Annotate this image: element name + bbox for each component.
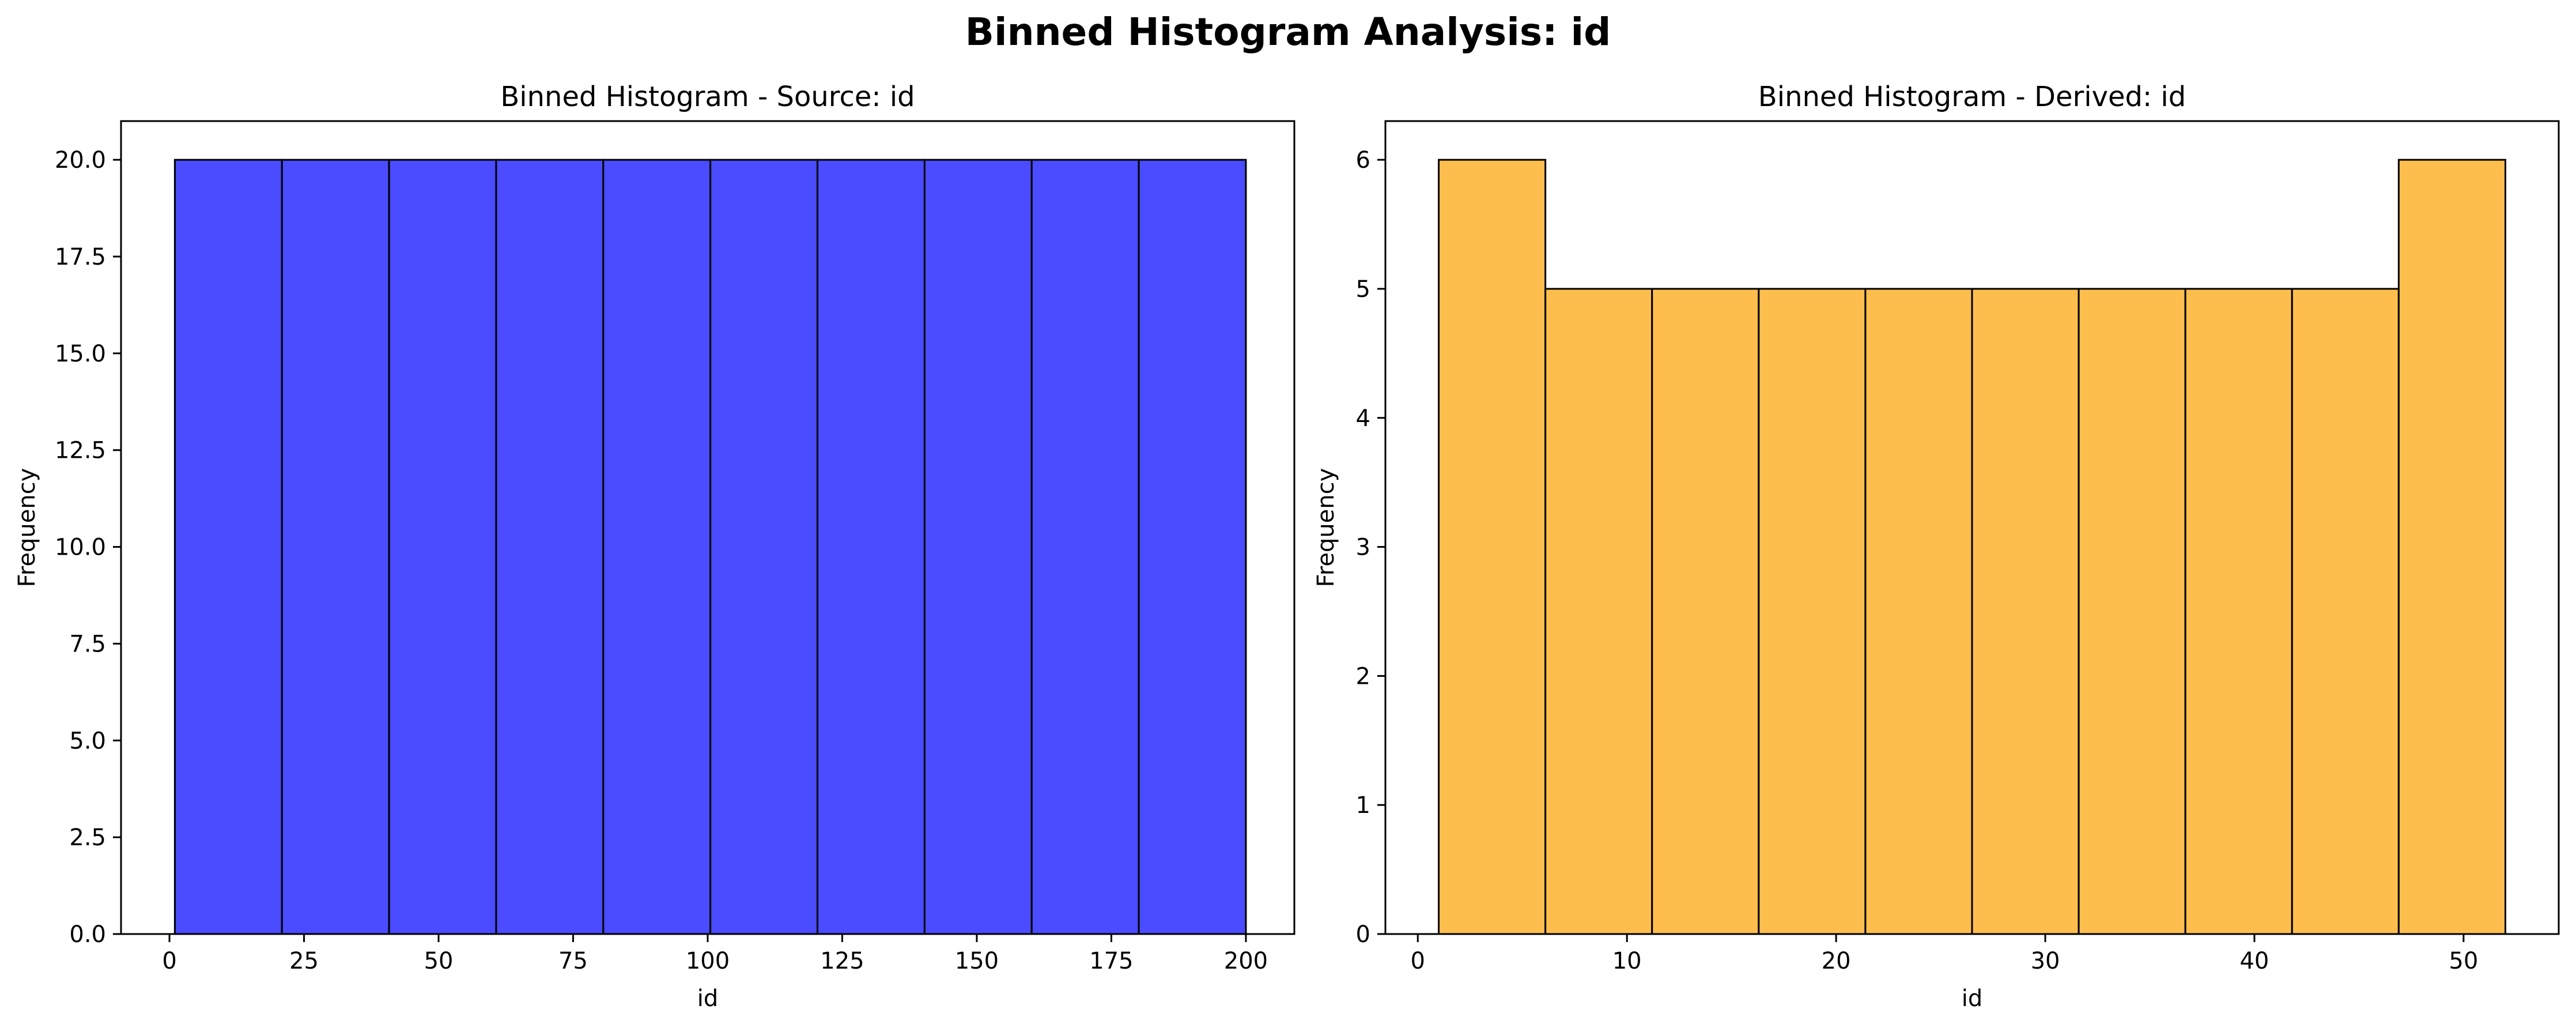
derived-y-tick-label: 0 (1356, 921, 1370, 948)
source-y-axis-label: Frequency (14, 468, 40, 588)
derived-x-tick-label: 50 (2449, 948, 2478, 974)
derived-bar-4 (1758, 288, 1867, 935)
source-y-tick-label: 17.5 (55, 244, 106, 270)
derived-y-tick-label: 1 (1356, 792, 1370, 819)
source-x-tick-label: 200 (1224, 948, 1268, 974)
source-bar-2 (281, 159, 390, 935)
derived-x-tick-label: 20 (1822, 948, 1851, 974)
source-x-tick-label: 0 (162, 948, 176, 974)
source-bar-7 (817, 159, 926, 935)
source-x-tick-label: 150 (955, 948, 999, 974)
source-y-tick-label: 0.0 (69, 921, 106, 948)
derived-axes-frame (1384, 120, 2560, 935)
derived-bar-10 (2397, 159, 2506, 935)
source-bar-6 (709, 159, 819, 935)
source-bar-5 (602, 159, 712, 935)
derived-bar-1 (1438, 159, 1547, 935)
derived-bar-2 (1544, 288, 1653, 935)
derived-bar-3 (1651, 288, 1760, 935)
derived-histogram-panel: 0 10 20 30 40 50 0 1 2 3 4 5 6 Binned Histogram - Der… (1313, 81, 2560, 1012)
source-y-tick-label: 7.5 (69, 631, 106, 657)
source-y-tick-label: 10.0 (55, 534, 106, 561)
derived-bar-5 (1864, 288, 1973, 935)
source-bar-3 (388, 159, 497, 935)
derived-x-tick-label: 10 (1612, 948, 1642, 974)
source-x-tick-label: 75 (558, 948, 588, 974)
derived-y-axis-label: Frequency (1313, 468, 1339, 588)
derived-bar-9 (2291, 288, 2400, 935)
source-x-tick-label: 175 (1089, 948, 1133, 974)
source-y-tick-label: 20.0 (55, 147, 106, 174)
source-x-tick-label: 100 (686, 948, 730, 974)
source-x-tick-label: 125 (820, 948, 864, 974)
source-histogram-panel: 0 25 50 75 100 125 150 175 200 0.0 2.5 5.0 7.5 10.0 12… (14, 81, 1295, 1012)
derived-bar-8 (2184, 288, 2293, 935)
source-y-tick-label: 2.5 (69, 824, 106, 851)
source-bar-8 (923, 159, 1033, 935)
derived-y-tick-label: 6 (1356, 147, 1370, 174)
figure-title: Binned Histogram Analysis: id (965, 10, 1611, 54)
source-bar-1 (173, 159, 283, 935)
derived-y-tick-label: 4 (1356, 405, 1370, 432)
derived-bar-7 (2078, 288, 2186, 935)
source-x-axis-label: id (697, 985, 719, 1012)
source-x-tick-label: 25 (289, 948, 319, 974)
derived-bar-6 (1971, 288, 2080, 935)
derived-panel-title: Binned Histogram - Derived: id (1758, 81, 2186, 113)
source-y-tick-label: 5.0 (69, 728, 106, 754)
derived-x-tick-label: 40 (2239, 948, 2269, 974)
source-bar-4 (495, 159, 605, 935)
source-bar-10 (1138, 159, 1247, 935)
derived-x-tick-label: 0 (1411, 948, 1425, 974)
derived-y-tick-label: 3 (1356, 534, 1370, 561)
source-bar-9 (1030, 159, 1140, 935)
source-y-tick-label: 15.0 (55, 341, 106, 367)
derived-y-tick-label: 2 (1356, 663, 1370, 690)
source-y-tick-label: 12.5 (55, 438, 106, 464)
derived-x-axis-label: id (1962, 985, 1983, 1012)
source-panel-title: Binned Histogram - Source: id (500, 81, 915, 113)
derived-x-tick-label: 30 (2031, 948, 2060, 974)
source-x-tick-label: 50 (424, 948, 454, 974)
derived-y-tick-label: 5 (1356, 276, 1370, 303)
